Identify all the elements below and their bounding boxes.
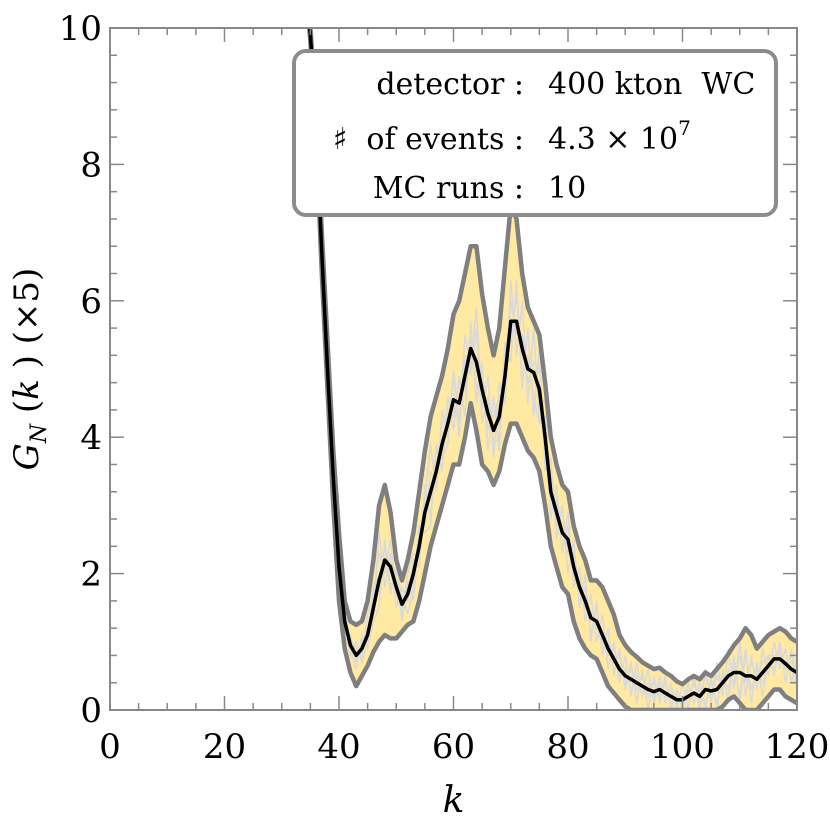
legend-value-detector: 400 kton WC: [548, 67, 755, 102]
legend-key-mc-runs: MC runs :: [373, 171, 524, 206]
y-tick-label: 8: [80, 145, 102, 185]
x-tick-label: 0: [99, 727, 121, 767]
legend-key-events: ♯ of events :: [333, 122, 524, 157]
x-tick-label: 20: [203, 727, 246, 767]
legend-value-events: 4.3 × 107: [548, 116, 691, 157]
x-tick-label: 100: [650, 727, 715, 767]
x-tick-label: 120: [765, 727, 830, 767]
x-tick-label: 60: [432, 727, 475, 767]
y-tick-label: 6: [80, 282, 102, 322]
x-axis-title: k: [443, 780, 465, 821]
legend: detector : 400 kton WC ♯ of events : 4.3…: [292, 49, 778, 217]
band-lower-line: [306, 28, 797, 710]
y-axis-title: GN (k ) (×5): [7, 268, 52, 471]
y-tick-label: 2: [80, 555, 102, 595]
y-tick-label: 10: [59, 9, 102, 49]
legend-value-events-exponent: 7: [678, 116, 691, 140]
mean-line: [307, 28, 797, 702]
x-tick-label: 40: [317, 727, 360, 767]
legend-key-detector: detector :: [376, 67, 524, 102]
mc-run-line-3: [308, 28, 797, 706]
y-axis-title-arg: k: [7, 379, 47, 400]
y-axis-title-close: ) (×5): [7, 268, 47, 380]
band-upper-line: [308, 28, 797, 687]
x-tick-label: 80: [546, 727, 589, 767]
legend-value-events-base: 4.3 × 10: [548, 122, 678, 157]
y-axis-title-open: (: [7, 400, 47, 424]
y-tick-label: 0: [80, 691, 102, 731]
legend-box: [292, 49, 778, 217]
y-axis-title-sub: N: [27, 423, 52, 444]
y-axis-title-main: G: [7, 443, 47, 470]
legend-value-mc-runs: 10: [548, 171, 586, 206]
y-tick-label: 4: [80, 418, 102, 458]
axis-ticks: 0 20 40 60 80 100 120 0 2 4 6 8 10: [59, 9, 830, 767]
plot-area: [306, 28, 797, 710]
